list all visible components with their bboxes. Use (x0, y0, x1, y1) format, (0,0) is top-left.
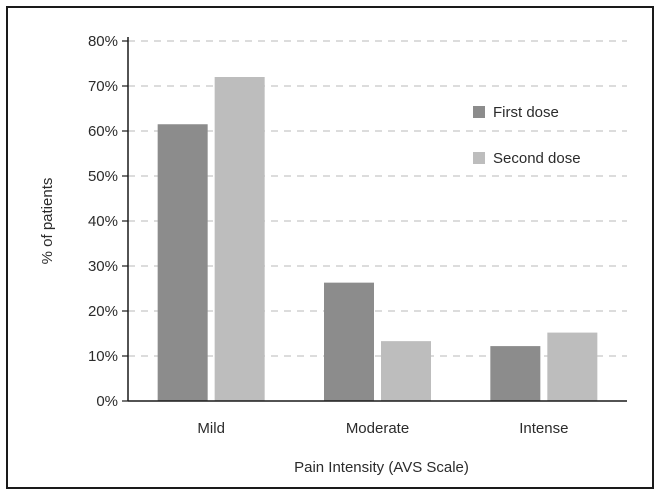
bar-moderate-second-dose (381, 341, 431, 401)
y-tick-label: 20% (88, 303, 118, 320)
legend-label: First dose (493, 104, 559, 121)
y-tick-label: 80% (88, 33, 118, 50)
x-tick-label: Intense (519, 420, 568, 437)
legend: First dose Second dose (473, 104, 581, 167)
legend-swatch (473, 152, 485, 164)
y-tick-label: 30% (88, 258, 118, 275)
bar-moderate-first-dose (324, 282, 374, 401)
bars (157, 77, 598, 401)
x-tick-label: Mild (197, 420, 225, 437)
x-tick-label: Moderate (346, 420, 409, 437)
bar-mild-first-dose (157, 124, 208, 401)
bar-intense-first-dose (490, 346, 541, 401)
y-tick-label: 60% (88, 123, 118, 140)
y-axis-title: % of patients (39, 178, 56, 265)
legend-swatch (473, 106, 485, 118)
y-tick-label: 0% (96, 393, 118, 410)
y-tick-label: 70% (88, 78, 118, 95)
y-axis-ticks: 0% 10% 20% 30% 40% 50% 60% 70% 80% (88, 33, 128, 410)
y-tick-label: 40% (88, 213, 118, 230)
y-tick-label: 50% (88, 168, 118, 185)
x-axis-ticks: Mild Moderate Intense (197, 420, 568, 437)
bar-mild-second-dose (214, 77, 265, 401)
y-tick-label: 10% (88, 348, 118, 365)
gridlines (128, 40, 627, 357)
x-axis-title: Pain Intensity (AVS Scale) (294, 459, 469, 476)
bar-intense-second-dose (547, 332, 598, 401)
legend-label: Second dose (493, 150, 581, 167)
